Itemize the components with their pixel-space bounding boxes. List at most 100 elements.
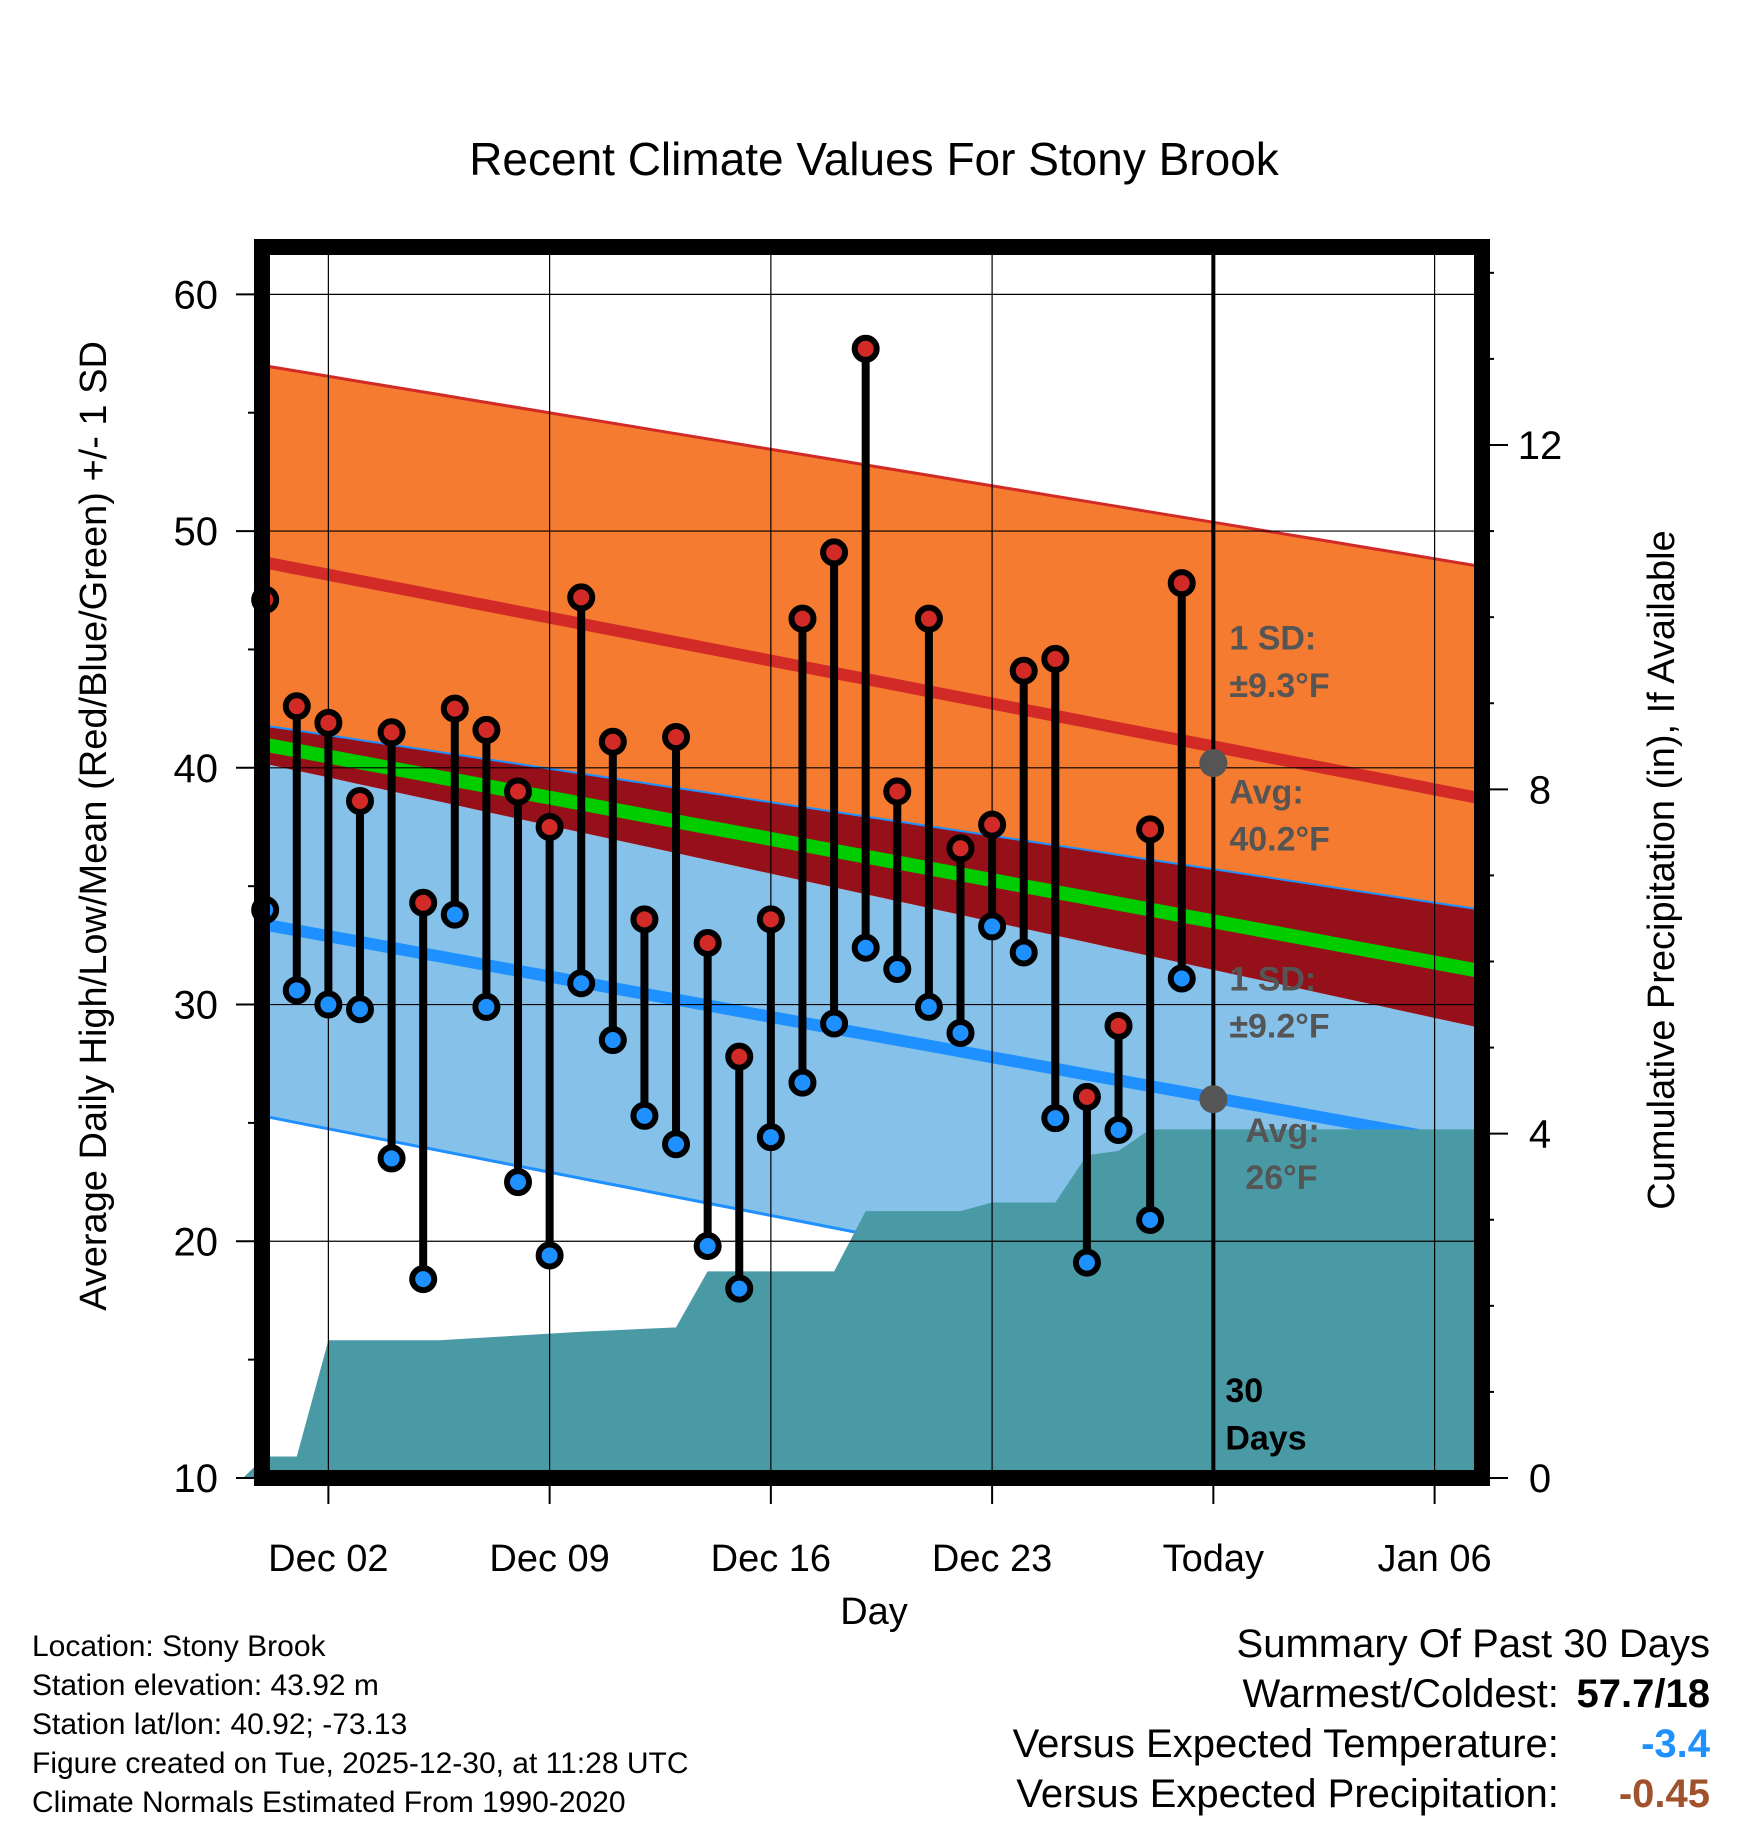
daily-low-marker [693,1232,722,1261]
daily-high-marker [1167,569,1196,598]
daily-low-marker [1167,964,1196,993]
x-tick-label: Jan 06 [1378,1538,1492,1580]
daily-high-marker [1009,656,1038,685]
daily-high-marker [440,694,469,723]
low-avg-annotation-line1: Avg: [1245,1112,1319,1150]
daily-high-marker [851,334,880,363]
daily-high-marker [472,715,501,744]
temperature-anomaly-label: Versus Expected Temperature: [1012,1722,1559,1766]
daily-high-marker [1104,1011,1133,1040]
daily-high-marker [1041,644,1070,673]
high-avg-annotation-line1: Avg: [1229,773,1303,811]
daily-low-marker [377,1144,406,1173]
summary-warmest-coldest: Warmest/Coldest: 57.7/18 [1243,1672,1711,1717]
high-sd-annotation-line1: 1 SD: [1229,619,1316,657]
daily-high-marker [662,723,691,752]
daily-high-marker [1136,815,1165,844]
plot-frame [254,239,1490,1486]
daily-low-marker [630,1101,659,1130]
daily-low-marker [282,976,311,1005]
daily-low-marker [345,995,374,1024]
daily-high-marker [504,777,533,806]
daily-low-marker [883,955,912,984]
warmest-coldest-label: Warmest/Coldest: [1242,1672,1559,1716]
daily-high-marker [377,718,406,747]
y2-tick-label: 4 [1529,1113,1551,1157]
location-text: Location: Stony Brook [32,1630,326,1663]
plot-area: 1 SD: ±9.3°F Avg: 40.2°F 1 SD: ±9.2°F Avg: 26°F… [243,247,1489,1479]
high-avg-annotation-line2: 40.2°F [1229,821,1330,859]
today-high-normal-dot [1199,749,1228,778]
y-tick-label: 50 [174,510,219,554]
daily-low-marker [314,990,343,1019]
daily-high-marker [756,905,785,934]
y-tick-label: 60 [174,273,219,317]
daily-low-marker [978,912,1007,941]
mean-normal-line [260,737,1484,979]
window-annotation-line2: Days [1225,1420,1306,1458]
daily-low-marker [851,933,880,962]
today-low-normal-dot [1199,1085,1228,1114]
precipitation-anomaly-label: Versus Expected Precipitation: [1016,1772,1559,1816]
created-text: Figure created on Tue, 2025-12-30, at 11… [32,1747,689,1780]
daily-low-marker [1104,1116,1133,1145]
daily-high-marker [282,692,311,721]
daily-high-marker [1072,1082,1101,1111]
daily-high-marker [914,604,943,633]
summary-temperature: Versus Expected Temperature: -3.4 [1013,1722,1710,1767]
daily-low-marker [440,900,469,929]
y-axis-label: Average Daily High/Low/Mean (Red/Blue/Gr… [73,341,115,1311]
daily-low-marker [662,1130,691,1159]
normals-text: Climate Normals Estimated From 1990-2020 [32,1786,626,1819]
daily-low-marker [409,1265,438,1294]
latlon-text: Station lat/lon: 40.92; -73.13 [32,1708,408,1741]
daily-high-marker [693,928,722,957]
elevation-text: Station elevation: 43.92 m [32,1669,379,1702]
x-tick-label: Today [1163,1538,1264,1580]
daily-high-marker [946,834,975,863]
daily-high-marker [820,538,849,567]
high-upper-sd-line [261,363,1483,569]
high-sd-annotation-line2: ±9.3°F [1229,667,1329,705]
daily-low-marker [535,1241,564,1270]
y2-tick-label: 0 [1529,1457,1551,1501]
low-avg-annotation-line2: 26°F [1245,1159,1317,1197]
daily-high-marker [535,812,564,841]
summary-title: Summary Of Past 30 Days [1236,1622,1710,1666]
daily-low-marker [567,969,596,998]
daily-low-marker [1072,1248,1101,1277]
warmest-coldest-value: 57.7/18 [1576,1672,1710,1716]
daily-low-marker [1009,938,1038,967]
low-normal-line [260,918,1484,1153]
precipitation-area [243,1129,1489,1478]
daily-low-marker [820,1009,849,1038]
daily-low-marker [946,1018,975,1047]
daily-low-marker [788,1068,817,1097]
daily-low-marker [1041,1104,1070,1133]
x-tick-label: Dec 23 [932,1538,1052,1580]
daily-high-marker [409,888,438,917]
x-tick-label: Dec 16 [711,1538,831,1580]
temperature-anomaly-value: -3.4 [1641,1722,1710,1766]
y-tick-label: 40 [174,747,219,791]
mean-upper-sd-line [261,724,1483,911]
x-tick-label: Dec 02 [268,1538,388,1580]
daily-low-marker [725,1274,754,1303]
chart-title: Recent Climate Values For Stony Brook [469,133,1280,185]
daily-high-marker [345,786,374,815]
daily-low-marker [598,1026,627,1055]
low-sd-annotation-line2: ±9.2°F [1229,1008,1329,1046]
y2-axis-label: Cumulative Precipitation (in), If Availa… [1641,530,1683,1209]
y2-tick-label: 8 [1529,768,1551,812]
precipitation-anomaly-value: -0.45 [1618,1772,1710,1816]
daily-high-marker [978,810,1007,839]
daily-high-marker [567,583,596,612]
axes: 10 20 30 40 50 60 0 4 8 12 Dec 02 Dec 09 Dec 16 Dec 2… [174,239,1562,1580]
daily-low-marker [1136,1205,1165,1234]
daily-high-marker [630,905,659,934]
high-normal-line [260,556,1484,805]
x-axis-label: Day [840,1591,908,1633]
y-tick-label: 20 [174,1220,219,1264]
daily-low-marker [914,992,943,1021]
